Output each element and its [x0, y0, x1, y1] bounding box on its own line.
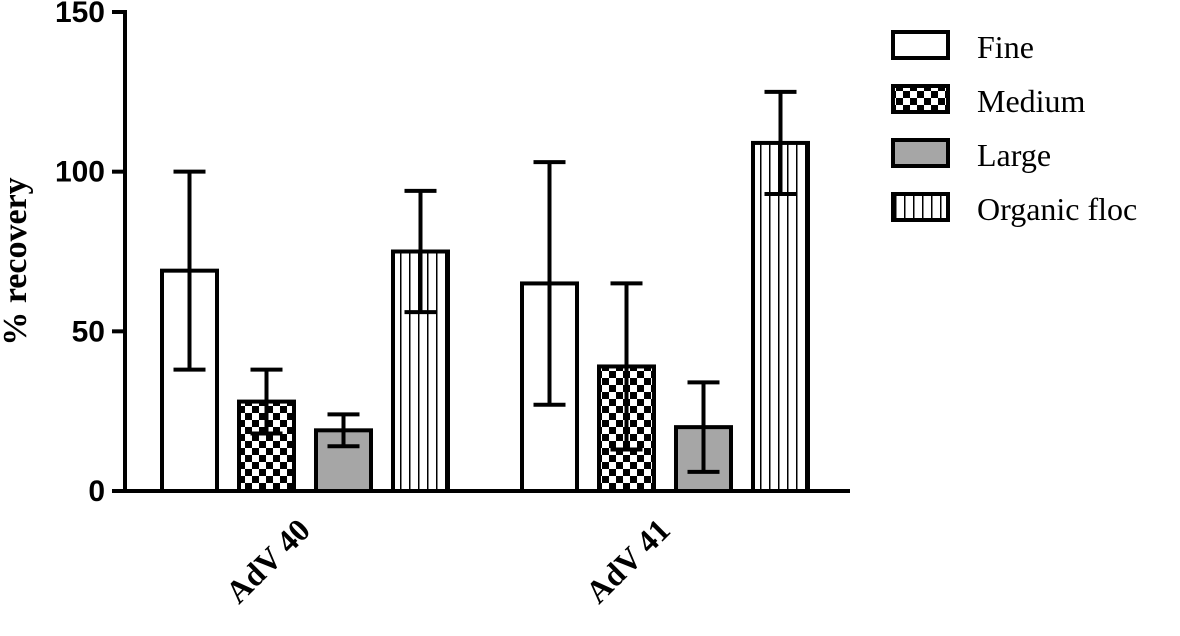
legend-label: Fine — [977, 29, 1034, 65]
error-bar — [533, 160, 566, 407]
error-bar — [404, 188, 437, 315]
legend-swatch — [891, 138, 950, 168]
x-tick-labels: AdV 40 AdV 41 — [218, 511, 677, 610]
legend-swatch — [891, 84, 950, 114]
error-bar — [173, 169, 206, 372]
y-tick-label: 150 — [55, 0, 105, 29]
bar — [751, 140, 810, 493]
error-bars — [173, 89, 797, 474]
legend-label: Organic floc — [977, 191, 1137, 227]
y-axis-title: % recovery — [0, 177, 34, 345]
legend-item: Large — [891, 137, 1051, 173]
legend-label: Large — [977, 137, 1051, 173]
error-bar — [764, 89, 797, 197]
legend-swatch — [891, 192, 950, 222]
legend-swatch — [891, 30, 950, 60]
y-tick-label: 100 — [55, 156, 105, 189]
legend-item: Fine — [891, 29, 1034, 65]
bars — [160, 140, 810, 493]
legend: Fine Medium Large Organic floc — [891, 29, 1137, 227]
legend-label: Medium — [977, 83, 1086, 119]
category-label: AdV 41 — [578, 511, 677, 610]
legend-item: Organic floc — [891, 191, 1137, 227]
axes — [123, 10, 850, 493]
y-ticks: 0 50 100 150 — [55, 0, 125, 508]
error-bar — [327, 412, 360, 449]
bar — [391, 249, 450, 493]
y-tick-label: 0 — [88, 475, 105, 508]
category-label: AdV 40 — [218, 511, 317, 610]
y-tick-label: 50 — [72, 315, 105, 348]
legend-item: Medium — [891, 83, 1086, 119]
error-bar — [687, 380, 720, 474]
error-bar — [250, 367, 283, 436]
error-bar — [610, 281, 643, 452]
